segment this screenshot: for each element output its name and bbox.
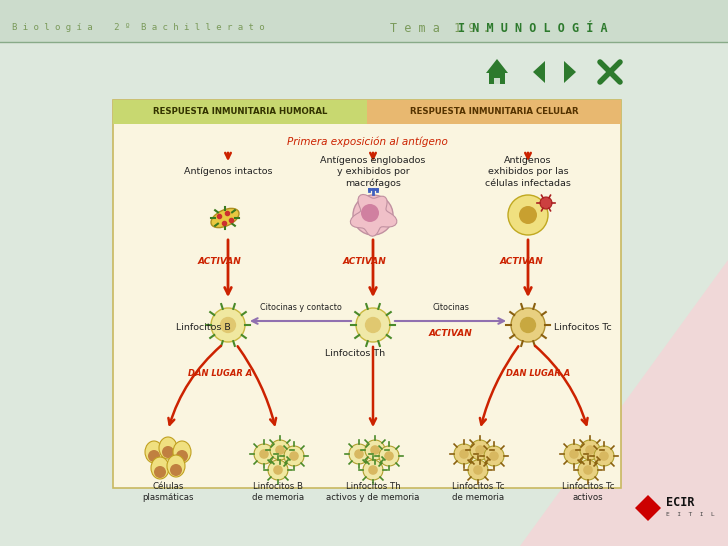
Circle shape: [564, 444, 584, 464]
Text: Linfocitos Tc
de memoria: Linfocitos Tc de memoria: [452, 482, 505, 502]
Circle shape: [154, 466, 166, 478]
Circle shape: [273, 465, 282, 475]
Circle shape: [353, 195, 393, 235]
Circle shape: [489, 451, 499, 461]
Text: RESPUESTA INMUNITARIA HUMORAL: RESPUESTA INMUNITARIA HUMORAL: [153, 108, 327, 116]
Bar: [489, 73, 505, 84]
Text: ACTIVAN: ACTIVAN: [429, 329, 472, 337]
Circle shape: [475, 445, 485, 455]
Circle shape: [170, 464, 182, 476]
Text: RESPUESTA INMUNITARIA CELULAR: RESPUESTA INMUNITARIA CELULAR: [410, 108, 578, 116]
Text: I N M U N O L O G Í A: I N M U N O L O G Í A: [458, 21, 608, 34]
Ellipse shape: [145, 441, 163, 463]
Circle shape: [270, 440, 290, 460]
Bar: [494, 78, 500, 84]
Text: Antígenos intactos: Antígenos intactos: [183, 168, 272, 176]
Circle shape: [468, 460, 488, 480]
Ellipse shape: [159, 437, 177, 459]
Text: Linfocitos Tc: Linfocitos Tc: [554, 323, 612, 331]
Circle shape: [511, 308, 545, 342]
Circle shape: [508, 195, 548, 235]
Circle shape: [578, 460, 598, 480]
Text: Linfocitos B: Linfocitos B: [176, 323, 231, 331]
Circle shape: [585, 445, 595, 455]
Bar: [367, 100, 621, 124]
Ellipse shape: [151, 457, 169, 479]
Text: ACTIVAN: ACTIVAN: [343, 258, 387, 266]
Bar: [113, 100, 367, 124]
Circle shape: [176, 450, 188, 462]
Text: Antígenos englobados
y exhibidos por
macrófagos: Antígenos englobados y exhibidos por mac…: [320, 156, 426, 188]
Circle shape: [211, 308, 245, 342]
Circle shape: [484, 446, 504, 466]
Circle shape: [594, 446, 614, 466]
Circle shape: [365, 317, 381, 333]
Text: Primera exposición al antígeno: Primera exposición al antígeno: [287, 136, 448, 147]
Polygon shape: [486, 59, 508, 73]
Circle shape: [289, 451, 298, 461]
Circle shape: [540, 197, 552, 209]
Text: Linfocitos Th
activos y de memoria: Linfocitos Th activos y de memoria: [326, 482, 419, 502]
Polygon shape: [520, 260, 728, 546]
Circle shape: [162, 446, 174, 458]
Circle shape: [275, 445, 285, 455]
Text: ACTIVAN: ACTIVAN: [198, 258, 242, 266]
Circle shape: [580, 440, 600, 460]
Circle shape: [459, 449, 469, 459]
Text: E  I  T  I  L: E I T I L: [666, 513, 715, 518]
Text: ACTIVAN: ACTIVAN: [500, 258, 544, 266]
Bar: [113, 100, 621, 488]
Circle shape: [259, 449, 269, 459]
Circle shape: [220, 317, 236, 333]
Text: Linfocitos Tc
activos: Linfocitos Tc activos: [562, 482, 614, 502]
Text: ECIR: ECIR: [666, 496, 695, 509]
Circle shape: [473, 465, 483, 475]
Circle shape: [361, 204, 379, 222]
Circle shape: [583, 465, 593, 475]
Polygon shape: [533, 61, 545, 83]
Text: Linfocitos Th: Linfocitos Th: [325, 348, 385, 358]
Polygon shape: [350, 194, 397, 236]
Text: Citocinas: Citocinas: [432, 302, 469, 312]
Circle shape: [454, 444, 474, 464]
Ellipse shape: [167, 455, 185, 477]
Text: Linfocitos B
de memoria: Linfocitos B de memoria: [252, 482, 304, 502]
Ellipse shape: [173, 441, 191, 463]
Text: DAN LUGAR A: DAN LUGAR A: [188, 369, 252, 377]
Circle shape: [254, 444, 274, 464]
Circle shape: [268, 460, 288, 480]
Ellipse shape: [211, 209, 239, 228]
Polygon shape: [564, 61, 576, 83]
Circle shape: [379, 446, 399, 466]
Text: Antígenos
exhibidos por las
células infectadas: Antígenos exhibidos por las células infe…: [485, 156, 571, 188]
Bar: [0, 0, 728, 42]
Circle shape: [365, 440, 385, 460]
Circle shape: [384, 451, 394, 461]
Circle shape: [284, 446, 304, 466]
Circle shape: [368, 465, 378, 475]
Circle shape: [371, 445, 380, 455]
Circle shape: [599, 451, 609, 461]
Polygon shape: [635, 495, 661, 521]
Circle shape: [569, 449, 579, 459]
Circle shape: [356, 308, 390, 342]
Text: T e m a  1 9 .: T e m a 1 9 .: [390, 21, 497, 34]
Circle shape: [363, 460, 383, 480]
Circle shape: [519, 206, 537, 224]
Circle shape: [470, 440, 490, 460]
Circle shape: [148, 450, 160, 462]
Circle shape: [349, 444, 369, 464]
Text: Células
plasmáticas: Células plasmáticas: [142, 482, 194, 502]
Text: DAN LUGAR A: DAN LUGAR A: [506, 369, 570, 377]
Text: Citocinas y contacto: Citocinas y contacto: [260, 302, 341, 312]
Circle shape: [361, 204, 379, 222]
Circle shape: [520, 317, 536, 333]
Text: B i o l o g í a    2 º  B a c h i l l e r a t o: B i o l o g í a 2 º B a c h i l l e r a …: [12, 23, 264, 33]
Circle shape: [355, 449, 364, 459]
